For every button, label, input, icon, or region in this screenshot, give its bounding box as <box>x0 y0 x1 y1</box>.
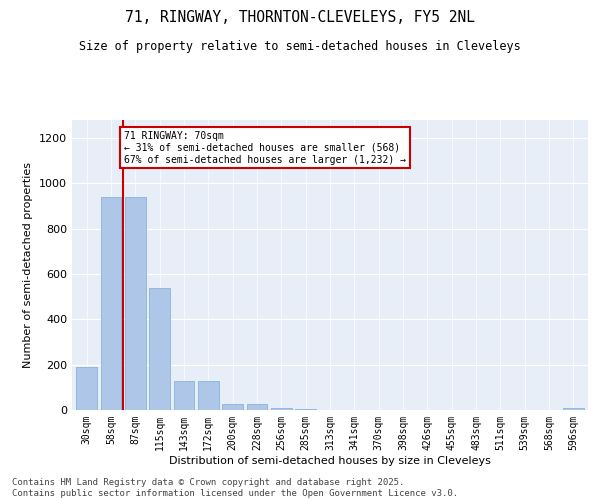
Y-axis label: Number of semi-detached properties: Number of semi-detached properties <box>23 162 34 368</box>
Bar <box>198 380 218 410</box>
Bar <box>247 404 268 410</box>
Text: Size of property relative to semi-detached houses in Cleveleys: Size of property relative to semi-detach… <box>79 40 521 53</box>
Bar <box>125 197 146 410</box>
Text: 71, RINGWAY, THORNTON-CLEVELEYS, FY5 2NL: 71, RINGWAY, THORNTON-CLEVELEYS, FY5 2NL <box>125 10 475 25</box>
Text: Contains HM Land Registry data © Crown copyright and database right 2025.
Contai: Contains HM Land Registry data © Crown c… <box>12 478 458 498</box>
Bar <box>76 366 97 410</box>
Bar <box>101 197 121 410</box>
Bar <box>222 404 243 410</box>
Text: 71 RINGWAY: 70sqm
← 31% of semi-detached houses are smaller (568)
67% of semi-de: 71 RINGWAY: 70sqm ← 31% of semi-detached… <box>124 132 406 164</box>
Bar <box>563 408 584 410</box>
Bar <box>173 380 194 410</box>
Bar <box>295 409 316 410</box>
Bar <box>149 288 170 410</box>
Bar <box>271 408 292 410</box>
X-axis label: Distribution of semi-detached houses by size in Cleveleys: Distribution of semi-detached houses by … <box>169 456 491 466</box>
